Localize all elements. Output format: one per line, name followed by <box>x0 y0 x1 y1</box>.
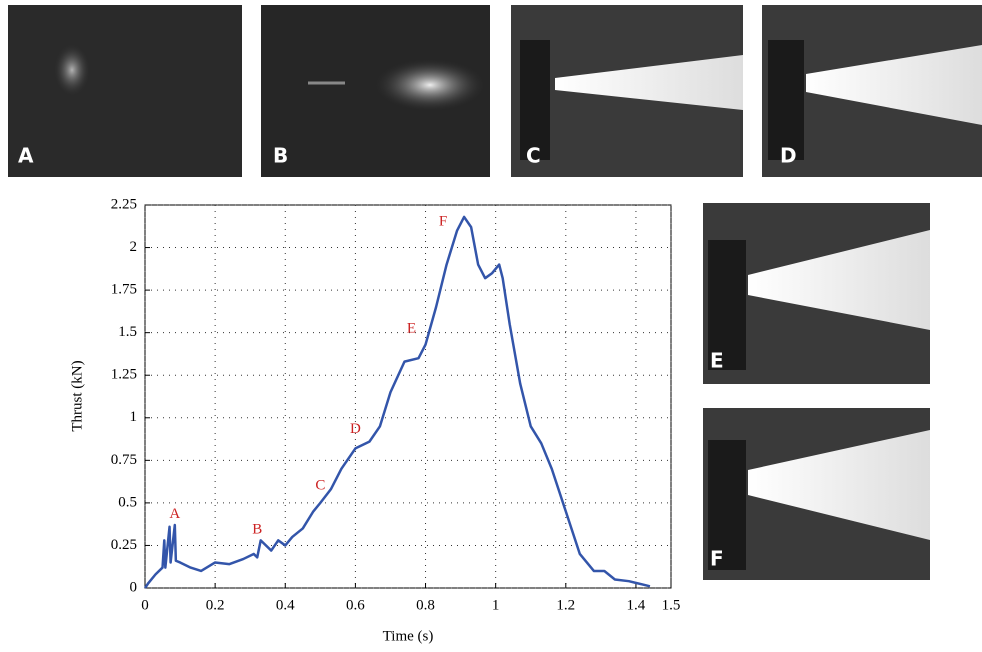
y-tick-label: 1.5 <box>118 324 137 340</box>
y-tick-label: 2 <box>130 239 138 255</box>
x-tick-label: 0.8 <box>416 597 435 613</box>
y-tick-label: 0.5 <box>118 494 137 510</box>
x-tick-label: 1 <box>492 597 500 613</box>
photo-label: B <box>273 144 288 168</box>
plot-area <box>144 204 672 589</box>
x-tick-label: 1.2 <box>556 597 575 613</box>
photo <box>8 5 242 177</box>
photo-label: F <box>710 547 724 571</box>
y-tick-label: 1 <box>130 409 138 425</box>
annotation: A <box>169 506 180 522</box>
x-tick-label: 1.5 <box>662 597 681 613</box>
annotation: C <box>315 477 325 493</box>
annotation: F <box>439 213 447 229</box>
y-tick-label: 2.25 <box>111 196 137 212</box>
photo-label: A <box>18 144 34 168</box>
annotation: E <box>407 321 416 337</box>
x-tick-label: 1.4 <box>627 597 646 613</box>
y-tick-label: 0.75 <box>111 452 137 468</box>
x-tick-label: 0.6 <box>346 597 365 613</box>
photos <box>8 5 982 580</box>
photo-label: D <box>780 144 797 168</box>
y-tick-label: 0.25 <box>111 537 137 553</box>
x-tick-label: 0.4 <box>276 597 295 613</box>
annotation: D <box>350 421 361 437</box>
y-tick-label: 0 <box>130 579 138 595</box>
y-tick-label: 1.75 <box>111 282 137 298</box>
x-axis-label: Time (s) <box>383 628 434 644</box>
y-axis-label: Thrust (kN) <box>69 360 85 431</box>
y-tick-label: 1.25 <box>111 367 137 383</box>
photo-label: E <box>710 349 724 373</box>
data-line <box>143 215 651 589</box>
annotation: B <box>252 522 262 538</box>
x-tick-label: 0 <box>141 597 149 613</box>
x-tick-label: 0.2 <box>206 597 225 613</box>
photo-label: C <box>526 144 541 168</box>
